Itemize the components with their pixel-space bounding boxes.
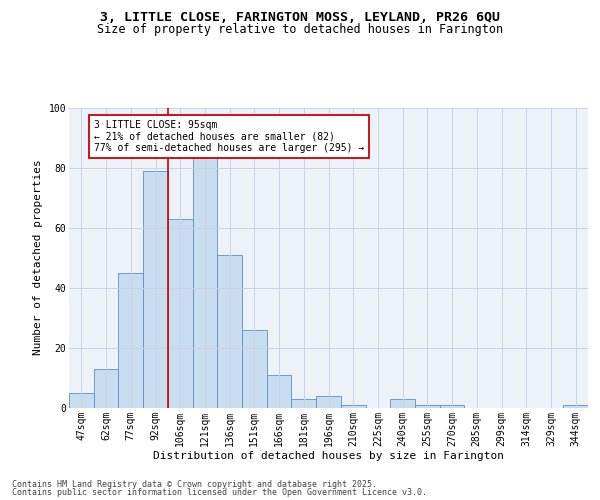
Bar bbox=[118, 272, 143, 407]
Text: Contains public sector information licensed under the Open Government Licence v3: Contains public sector information licen… bbox=[12, 488, 427, 497]
Y-axis label: Number of detached properties: Number of detached properties bbox=[33, 160, 43, 356]
Bar bbox=[267, 374, 292, 408]
Bar bbox=[94, 368, 118, 408]
Bar bbox=[316, 396, 341, 407]
Bar bbox=[440, 404, 464, 407]
Bar bbox=[69, 392, 94, 407]
Bar bbox=[168, 218, 193, 408]
Text: 3 LITTLE CLOSE: 95sqm
← 21% of detached houses are smaller (82)
77% of semi-deta: 3 LITTLE CLOSE: 95sqm ← 21% of detached … bbox=[94, 120, 364, 152]
Bar bbox=[292, 398, 316, 407]
Text: Contains HM Land Registry data © Crown copyright and database right 2025.: Contains HM Land Registry data © Crown c… bbox=[12, 480, 377, 489]
Bar bbox=[563, 404, 588, 407]
Bar bbox=[242, 330, 267, 407]
Bar bbox=[415, 404, 440, 407]
Bar bbox=[143, 170, 168, 408]
Text: Size of property relative to detached houses in Farington: Size of property relative to detached ho… bbox=[97, 23, 503, 36]
Bar bbox=[217, 254, 242, 408]
X-axis label: Distribution of detached houses by size in Farington: Distribution of detached houses by size … bbox=[153, 451, 504, 461]
Bar bbox=[390, 398, 415, 407]
Bar bbox=[193, 156, 217, 408]
Text: 3, LITTLE CLOSE, FARINGTON MOSS, LEYLAND, PR26 6QU: 3, LITTLE CLOSE, FARINGTON MOSS, LEYLAND… bbox=[100, 11, 500, 24]
Bar bbox=[341, 404, 365, 407]
